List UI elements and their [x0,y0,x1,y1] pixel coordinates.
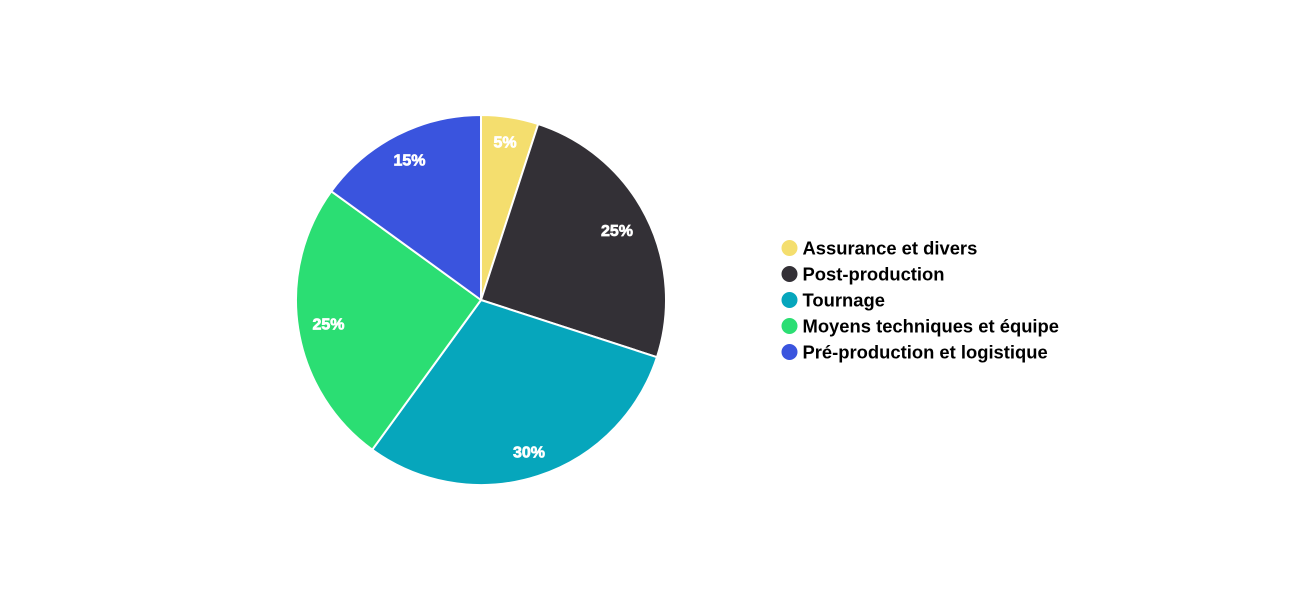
svg-text:Assurance et divers: Assurance et divers [803,238,978,259]
svg-text:Pré-production et logistique: Pré-production et logistique [803,342,1048,363]
svg-text:5%: 5% [493,135,516,152]
svg-text:30%: 30% [513,445,545,462]
svg-text:25%: 25% [601,223,633,240]
svg-text:Tournage: Tournage [803,290,885,311]
svg-text:Moyens techniques et équipe: Moyens techniques et équipe [803,316,1060,337]
svg-text:25%: 25% [312,317,344,334]
svg-text:15%: 15% [393,153,425,170]
svg-text:Post-production: Post-production [803,264,945,285]
